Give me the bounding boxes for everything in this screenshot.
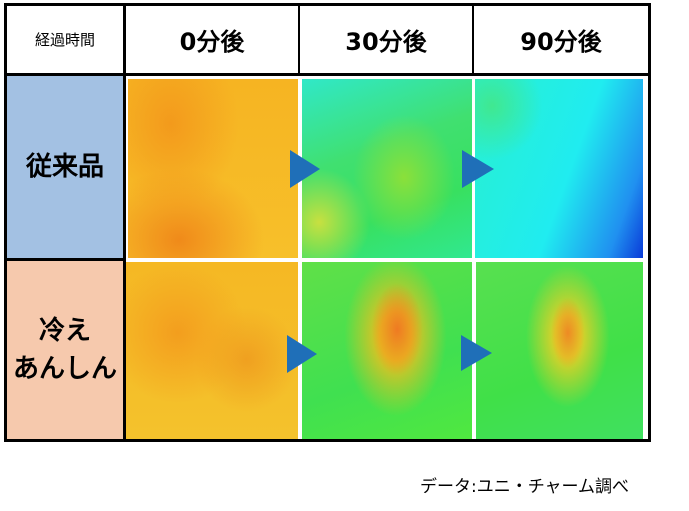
arrow xyxy=(461,335,492,371)
thermal-image xyxy=(475,79,643,258)
thermal-image xyxy=(302,262,472,439)
header-cell: 90分後 xyxy=(474,6,648,73)
row-label-line: あんしん xyxy=(12,354,117,384)
thermal-image xyxy=(128,79,298,258)
arrow xyxy=(287,335,317,373)
row-label-line: 従来品 xyxy=(25,152,104,182)
thermal-image xyxy=(126,262,298,439)
thermal-image xyxy=(302,79,472,258)
arrow xyxy=(290,150,320,188)
thermal-image xyxy=(476,262,643,439)
header-cell: 経過時間 xyxy=(7,6,123,73)
header-cell: 0分後 xyxy=(126,6,298,73)
row-label: 従来品 xyxy=(7,76,123,258)
arrow xyxy=(462,150,494,188)
row-label: 冷え あんしん xyxy=(7,261,123,439)
source-note: データ:ユニ・チャーム調べ xyxy=(420,477,630,497)
header-cell: 30分後 xyxy=(300,6,472,73)
row-label-line: 冷え xyxy=(38,316,91,346)
